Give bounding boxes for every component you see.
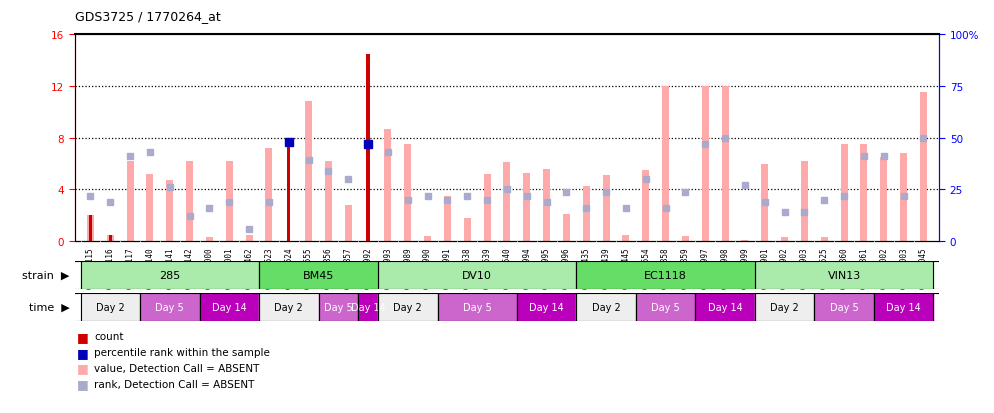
Bar xyxy=(801,161,808,242)
Bar xyxy=(226,161,233,242)
Bar xyxy=(444,197,451,242)
Text: percentile rank within the sample: percentile rank within the sample xyxy=(94,347,270,357)
Bar xyxy=(265,149,272,242)
Text: Day 2: Day 2 xyxy=(274,302,303,312)
Text: count: count xyxy=(94,332,124,342)
Bar xyxy=(523,173,530,242)
Bar xyxy=(722,87,729,242)
Bar xyxy=(424,236,431,242)
Text: value, Detection Call = ABSENT: value, Detection Call = ABSENT xyxy=(94,363,259,373)
Bar xyxy=(325,161,332,242)
Bar xyxy=(81,261,259,289)
Bar xyxy=(841,145,848,242)
Text: GDS3725 / 1770264_at: GDS3725 / 1770264_at xyxy=(75,10,221,23)
Bar xyxy=(861,145,868,242)
Bar xyxy=(437,293,517,321)
Bar xyxy=(577,293,636,321)
Text: Day 5: Day 5 xyxy=(651,302,680,312)
Text: Day 14: Day 14 xyxy=(351,302,386,312)
Bar xyxy=(88,216,92,242)
Text: time  ▶: time ▶ xyxy=(29,302,70,312)
Bar xyxy=(378,293,437,321)
Bar xyxy=(881,158,888,242)
Bar xyxy=(305,102,312,242)
Text: VIN13: VIN13 xyxy=(827,270,861,280)
Bar xyxy=(345,206,352,242)
Bar xyxy=(920,93,927,242)
Bar xyxy=(742,240,748,242)
Bar xyxy=(662,87,669,242)
Bar xyxy=(186,161,193,242)
Bar xyxy=(821,238,828,242)
Text: Day 14: Day 14 xyxy=(212,302,247,312)
Bar xyxy=(385,129,392,242)
Bar xyxy=(464,218,471,242)
Text: Day 5: Day 5 xyxy=(155,302,184,312)
Bar xyxy=(86,216,93,242)
Text: strain  ▶: strain ▶ xyxy=(22,270,70,280)
Text: Day 2: Day 2 xyxy=(95,302,124,312)
Text: ■: ■ xyxy=(77,377,88,390)
Text: Day 14: Day 14 xyxy=(887,302,921,312)
Text: ■: ■ xyxy=(77,330,88,343)
Bar xyxy=(504,163,510,242)
Bar xyxy=(874,293,933,321)
Text: DV10: DV10 xyxy=(462,270,492,280)
Bar xyxy=(126,161,133,242)
Bar xyxy=(206,238,213,242)
Bar xyxy=(781,238,788,242)
Text: Day 5: Day 5 xyxy=(324,302,353,312)
Bar xyxy=(543,169,550,242)
Bar xyxy=(146,174,153,242)
Bar xyxy=(259,293,318,321)
Text: Day 5: Day 5 xyxy=(830,302,859,312)
Bar xyxy=(200,293,259,321)
Text: 285: 285 xyxy=(159,270,180,280)
Bar xyxy=(754,261,933,289)
Bar xyxy=(318,293,358,321)
Bar xyxy=(563,214,570,242)
Bar xyxy=(761,164,768,242)
Bar xyxy=(140,293,200,321)
Bar xyxy=(259,261,378,289)
Bar xyxy=(81,293,140,321)
Bar xyxy=(622,235,629,242)
Bar xyxy=(901,154,908,242)
Text: Day 2: Day 2 xyxy=(394,302,422,312)
Bar xyxy=(636,293,696,321)
Bar xyxy=(358,293,378,321)
Bar xyxy=(682,236,689,242)
Text: ■: ■ xyxy=(77,361,88,375)
Bar xyxy=(287,138,290,242)
Bar xyxy=(166,181,173,242)
Text: BM45: BM45 xyxy=(303,270,334,280)
Bar xyxy=(517,293,577,321)
Bar xyxy=(814,293,874,321)
Bar xyxy=(577,261,754,289)
Text: Day 14: Day 14 xyxy=(708,302,743,312)
Text: rank, Detection Call = ABSENT: rank, Detection Call = ABSENT xyxy=(94,379,254,389)
Bar xyxy=(702,87,709,242)
Text: Day 2: Day 2 xyxy=(591,302,620,312)
Text: EC1118: EC1118 xyxy=(644,270,687,280)
Bar xyxy=(405,145,412,242)
Text: Day 14: Day 14 xyxy=(529,302,564,312)
Bar xyxy=(367,55,370,242)
Bar xyxy=(108,235,112,242)
Bar xyxy=(642,171,649,242)
Bar xyxy=(582,186,589,242)
Bar xyxy=(378,261,577,289)
Bar xyxy=(106,235,113,242)
Bar xyxy=(484,174,491,242)
Text: Day 5: Day 5 xyxy=(463,302,492,312)
Bar xyxy=(696,293,754,321)
Bar xyxy=(602,176,609,242)
Text: Day 2: Day 2 xyxy=(770,302,799,312)
Bar xyxy=(754,293,814,321)
Text: ■: ■ xyxy=(77,346,88,359)
Bar xyxy=(246,235,252,242)
